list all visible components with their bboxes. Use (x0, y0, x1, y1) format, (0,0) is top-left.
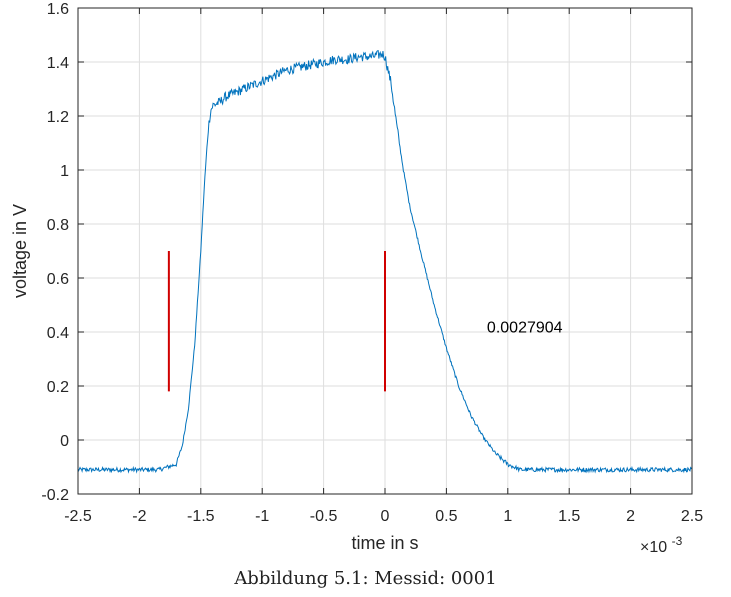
x-tick-label: 1.5 (558, 508, 580, 525)
marker-layer (167, 251, 386, 392)
series-layer (77, 49, 693, 474)
y-tick-label: 0 (60, 433, 69, 450)
y-tick-label: 0.6 (47, 271, 69, 288)
y-tick-label: 1 (60, 163, 69, 180)
figure-caption: Abbildung 5.1: Messid: 0001 (234, 568, 497, 589)
x-axis-exponent: ×10 -3 (640, 534, 683, 556)
x-axis-label: time in s (351, 533, 418, 553)
chart: -2.5 -2 -1.5 -1 -0.5 0 0.5 1 1.5 2 2.5 -0.2 0 0.2 0.4 0… (10, 1, 703, 556)
tick-layer: -2.5 -2 -1.5 -1 -0.5 0 0.5 1 1.5 2 2.5 -0.2 0 0.2 0.4 0… (41, 1, 703, 525)
x-axis-exponent-base: ×10 (640, 539, 667, 556)
annotation-label: 0.0027904 (487, 320, 563, 337)
x-axis-exponent-power: -3 (672, 534, 683, 548)
y-axis-label: voltage in V (10, 204, 30, 298)
x-tick-label: 2.5 (681, 508, 703, 525)
x-tick-label: 1 (503, 508, 512, 525)
y-tick-label: -0.2 (41, 487, 69, 504)
x-tick-label: -1.5 (187, 508, 215, 525)
y-tick-label: 0.2 (47, 379, 69, 396)
y-tick-label: 1.4 (47, 55, 69, 72)
x-tick-label: 2 (626, 508, 635, 525)
y-tick-label: 0.4 (47, 325, 69, 342)
y-tick-label: 1.6 (47, 1, 69, 18)
y-tick-label: 1.2 (47, 109, 69, 126)
x-tick-label: 0 (381, 508, 390, 525)
x-tick-label: -1 (255, 508, 269, 525)
signal-series-line (77, 49, 693, 474)
y-tick-label: 0.8 (47, 217, 69, 234)
x-tick-label: -0.5 (310, 508, 338, 525)
x-tick-label: -2.5 (64, 508, 92, 525)
x-tick-label: 0.5 (435, 508, 457, 525)
x-tick-label: -2 (132, 508, 146, 525)
